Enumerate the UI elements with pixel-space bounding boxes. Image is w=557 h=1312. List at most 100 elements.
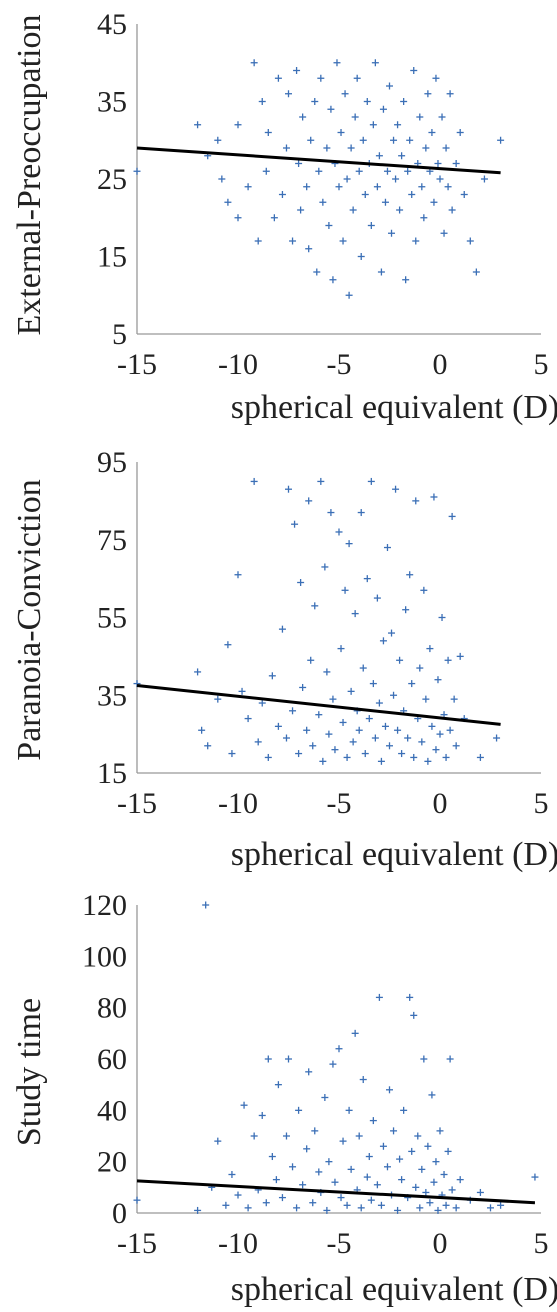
chart-1-data-point: [436, 730, 444, 738]
chart-1-data-point: [367, 477, 375, 485]
chart-0-data-point: [343, 175, 351, 183]
chart-2-data-point: [396, 1155, 404, 1163]
chart-0-data-point: [274, 74, 282, 82]
chart-2-x-tick-label: -5: [327, 1227, 352, 1260]
chart-2-data-point: [398, 1176, 406, 1184]
chart-2-data-point: [262, 1199, 270, 1207]
chart-1-data-point: [274, 722, 282, 730]
chart-2-data-point: [264, 1055, 272, 1063]
chart-1-data-point: [412, 497, 420, 505]
chart-2-data-point: [456, 1176, 464, 1184]
chart-2-y-tick-label: 20: [97, 1146, 127, 1179]
chart-1-data-point: [410, 753, 418, 761]
chart-0-data-point: [297, 206, 305, 214]
chart-1-data-point: [250, 477, 258, 485]
chart-2-data-point: [497, 1201, 505, 1209]
chart-2-data-point: [424, 1142, 432, 1150]
external-preoccupation-chart: External-Preoccupation spherical equival…: [11, 8, 557, 426]
chart-0-data-point: [412, 237, 420, 245]
chart-2-data-point: [436, 1127, 444, 1135]
chart-2-xlabel: spherical equivalent (D): [231, 1271, 557, 1308]
chart-1-data-point: [448, 512, 456, 520]
chart-1-trendline: [136, 684, 501, 726]
chart-1-data-point: [404, 734, 412, 742]
chart-0-data-point: [353, 74, 361, 82]
chart-1-data-point: [430, 493, 438, 501]
chart-2-ylabel: Study time: [11, 998, 48, 1146]
chart-1-data-point: [442, 753, 450, 761]
chart-2-data-point: [133, 1196, 141, 1204]
chart-1-data-point: [228, 750, 236, 758]
chart-2-x-tick-label: -10: [218, 1227, 258, 1260]
chart-0-data-point: [371, 59, 379, 67]
chart-2-data-point: [311, 1127, 319, 1135]
chart-1-data-point: [452, 742, 460, 750]
chart-1-data-point: [394, 726, 402, 734]
chart-0-data-point: [390, 136, 398, 144]
chart-2-data-point: [420, 1055, 428, 1063]
chart-0-data-point: [315, 167, 323, 175]
chart-0-data-point: [293, 67, 301, 74]
chart-0-data-point: [357, 253, 365, 260]
chart-0-data-point: [325, 222, 333, 229]
chart-0-data-point: [327, 105, 335, 113]
chart-0-data-point: [264, 129, 272, 136]
chart-0-data-point: [299, 113, 307, 121]
chart-2-data-point: [379, 1142, 387, 1150]
chart-1-data-point: [349, 738, 357, 746]
chart-2-data-point: [355, 1132, 363, 1140]
chart-1-data-point: [258, 699, 266, 707]
chart-1-data-point: [214, 695, 222, 703]
chart-1-data-point: [444, 656, 452, 664]
chart-2-data-point: [375, 993, 383, 1001]
chart-2-data-point: [250, 1132, 258, 1140]
chart-0-data-point: [262, 167, 270, 175]
chart-0-data-point: [349, 206, 357, 214]
chart-0-data-point: [394, 121, 402, 129]
chart-1-data-point: [351, 610, 359, 618]
chart-0-data-point: [420, 214, 428, 222]
chart-1-data-point: [307, 656, 315, 664]
chart-1-data-point: [327, 509, 335, 517]
chart-1-data-point: [450, 695, 458, 703]
chart-1-data-point: [381, 722, 389, 730]
chart-0-data-point: [367, 222, 375, 229]
chart-0-data-point: [434, 160, 442, 167]
chart-2-data-point: [390, 1127, 398, 1135]
chart-2-data-point: [325, 1158, 333, 1166]
chart-2-data-point: [365, 1153, 373, 1161]
chart-1-data-point: [339, 718, 347, 726]
chart-2-data-point: [476, 1188, 484, 1196]
chart-0-data-point: [329, 276, 337, 284]
chart-0-data-point: [214, 136, 222, 144]
chart-0-data-point: [341, 90, 349, 98]
chart-2-data-point: [214, 1137, 222, 1145]
chart-2-data-point: [357, 1204, 365, 1212]
chart-0-data-point: [381, 198, 389, 206]
chart-1-data-point: [329, 695, 337, 703]
chart-0-data-point: [289, 237, 297, 245]
chart-1-data-point: [238, 687, 246, 695]
chart-0-data-point: [472, 268, 480, 276]
chart-1-data-point: [317, 477, 325, 485]
chart-2-data-point: [347, 1165, 355, 1173]
chart-1-data-point: [357, 509, 365, 517]
chart-2-data-point: [430, 1178, 438, 1186]
chart-1-data-point: [297, 579, 305, 587]
chart-1-data-point: [335, 528, 343, 536]
chart-1-data-point: [323, 668, 331, 676]
chart-1-data-point: [319, 757, 327, 765]
chart-1-data-point: [331, 746, 339, 754]
chart-1-data-point: [325, 730, 333, 738]
chart-1-data-point: [456, 652, 464, 660]
chart-1-data-point: [347, 687, 355, 695]
chart-0-data-point: [319, 198, 327, 206]
chart-2-data-point: [422, 1188, 430, 1196]
chart-0-data-point: [452, 160, 460, 167]
chart-0-data-point: [398, 152, 406, 160]
chart-2-y-tick-label: 0: [112, 1197, 127, 1230]
chart-1-data-point: [476, 753, 484, 761]
chart-2-data-point: [337, 1194, 345, 1202]
chart-0-data-point: [402, 276, 410, 284]
chart-1-data-point: [426, 645, 434, 653]
